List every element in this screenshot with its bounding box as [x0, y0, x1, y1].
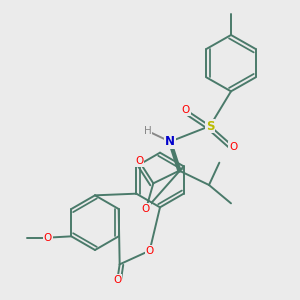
Text: O: O [135, 156, 143, 166]
Text: H: H [144, 126, 152, 136]
Text: O: O [229, 142, 238, 152]
Text: S: S [206, 119, 214, 133]
Text: O: O [146, 246, 154, 256]
Text: N: N [165, 135, 175, 148]
Text: O: O [182, 105, 190, 115]
Text: O: O [44, 233, 52, 243]
Text: O: O [142, 204, 150, 214]
Text: O: O [113, 275, 122, 285]
